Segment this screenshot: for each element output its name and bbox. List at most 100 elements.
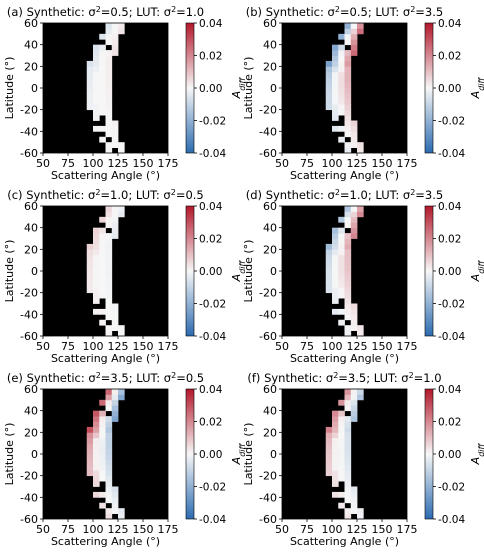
heatmap-cell — [93, 238, 100, 245]
heatmap-cell — [93, 233, 100, 239]
heatmap-cell — [93, 416, 100, 422]
heatmap-cell — [111, 308, 119, 315]
heatmap-cell — [332, 475, 339, 482]
heatmap-cell — [338, 491, 345, 498]
colorbar-tick-label: -0.02 — [199, 116, 226, 128]
heatmap-cell — [338, 464, 345, 471]
heatmap-cell — [118, 325, 125, 331]
heatmap-cell — [86, 276, 94, 283]
heatmap-cell — [111, 44, 119, 51]
heatmap-cell — [99, 470, 106, 477]
panel-f: 50 75 100 125 150 175 60 40 20 0 -20 -40 -60 Scatteri… — [242, 371, 484, 549]
colorbar-tick-label: 0.02 — [438, 417, 461, 429]
y-tick-label: -60 — [20, 513, 38, 526]
heatmap-cell — [332, 410, 339, 417]
colorbar-label: Adiff — [469, 442, 484, 465]
heatmap-cell — [118, 211, 125, 218]
panel-d: 50 75 100 125 150 175 60 40 20 0 -20 -40 -60 Scatteri… — [242, 188, 484, 366]
heatmap-cell — [350, 216, 358, 223]
heatmap-cell — [338, 502, 345, 509]
heatmap-cell — [325, 82, 333, 89]
heatmap-cell — [338, 470, 345, 477]
heatmap-cell — [86, 88, 94, 94]
x-tick-label: 75 — [61, 523, 75, 536]
x-tick-label: 50 — [275, 157, 289, 170]
heatmap-cell — [344, 508, 352, 514]
y-tick-label: 0 — [31, 82, 38, 95]
heatmap-cell — [338, 265, 345, 272]
y-axis-label: Latitude (°) — [3, 423, 16, 486]
x-tick-label: 175 — [158, 523, 179, 536]
heatmap-cell — [332, 308, 339, 315]
y-tick-label: -40 — [259, 308, 277, 321]
heatmap-cell — [111, 136, 119, 143]
heatmap-cell — [344, 432, 352, 439]
colorbar-tick-label: -0.04 — [199, 514, 226, 526]
heatmap-cell — [86, 426, 94, 433]
heatmap-cell — [105, 131, 113, 138]
heatmap-cell — [344, 491, 352, 498]
heatmap-cell — [344, 292, 352, 299]
panel-title: (c) Synthetic: σ2=1.0; LUT: σ2=0.5 — [7, 188, 204, 203]
heatmap-cell — [350, 44, 358, 51]
heatmap-cell — [338, 281, 345, 288]
y-tick-label: 60 — [24, 200, 38, 213]
y-tick-label: -40 — [259, 491, 277, 504]
heatmap-cell — [350, 222, 358, 229]
y-tick-label: 20 — [24, 426, 38, 439]
heatmap-cell — [111, 120, 119, 127]
heatmap-cell — [350, 303, 358, 310]
heatmap-cell — [344, 206, 352, 212]
heatmap-cell — [338, 233, 345, 239]
heatmap-cell — [344, 71, 352, 78]
heatmap-cell — [105, 287, 113, 294]
colorbar-tick-label: 0.02 — [438, 51, 461, 63]
heatmap-cell — [105, 399, 113, 406]
colorbar-tick-label: 0.04 — [199, 201, 223, 213]
heatmap-cell — [93, 287, 100, 294]
heatmap-cell — [93, 432, 100, 439]
heatmap-cell — [93, 249, 100, 256]
heatmap-cell — [111, 39, 119, 46]
heatmap-cell — [338, 227, 345, 234]
heatmap-cell — [325, 66, 333, 73]
colorbar-tick-label: 0.04 — [199, 18, 223, 30]
heatmap-cell — [105, 93, 113, 100]
colorbar-tick-label: 0.02 — [199, 417, 222, 429]
heatmap-cell — [325, 470, 333, 477]
heatmap-cell — [93, 281, 100, 288]
colorbar — [185, 388, 195, 520]
heatmap-cell — [325, 432, 333, 439]
heatmap-cell — [93, 491, 100, 498]
heatmap-cell — [338, 254, 345, 261]
heatmap-cell — [350, 227, 358, 234]
heatmap-cell — [344, 23, 352, 29]
heatmap-cell — [350, 389, 358, 395]
heatmap-cell — [93, 443, 100, 449]
x-tick-label: 125 — [108, 523, 129, 536]
heatmap-cell — [105, 233, 113, 239]
heatmap-cell — [350, 491, 358, 498]
colorbar-tick-label: 0.00 — [199, 449, 222, 461]
heatmap-cell — [93, 421, 100, 428]
heatmap-cell — [86, 454, 94, 460]
heatmap-cell — [338, 260, 345, 266]
y-tick-label: 0 — [31, 448, 38, 461]
heatmap-cell — [332, 44, 339, 51]
heatmap-cell — [344, 254, 352, 261]
heatmap-cell — [344, 416, 352, 422]
heatmap-cell — [86, 464, 94, 471]
heatmap-cell — [99, 426, 106, 433]
heatmap-cell — [350, 319, 358, 326]
heatmap-cell — [99, 454, 106, 460]
x-tick-label: 125 — [347, 340, 368, 353]
x-tick-label: 100 — [322, 157, 343, 170]
x-tick-label: 150 — [372, 157, 393, 170]
heatmap-cell — [99, 271, 106, 277]
heatmap-cell — [338, 292, 345, 299]
heatmap-cell — [344, 260, 352, 266]
heatmap-cell — [105, 405, 113, 412]
heatmap-cell — [344, 125, 352, 132]
